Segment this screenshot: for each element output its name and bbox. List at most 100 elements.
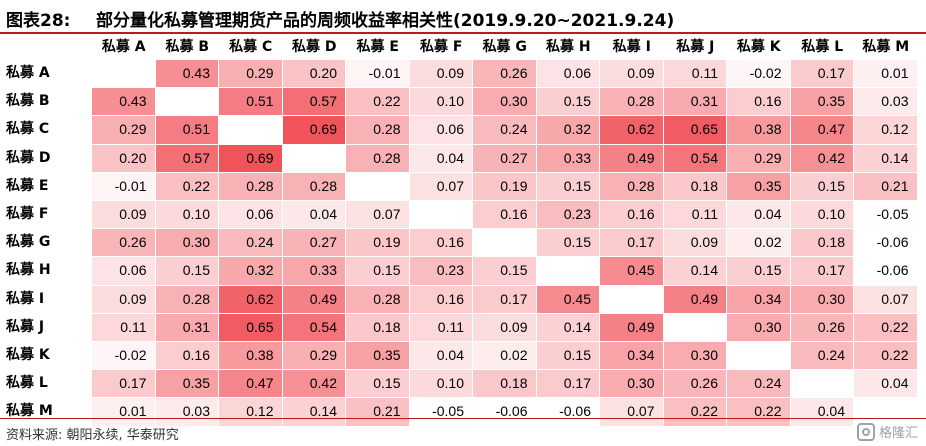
heatmap-cell: 0.09: [92, 201, 155, 229]
heatmap-cell: 0.01: [92, 398, 155, 426]
heatmap-cell: 0.28: [155, 285, 218, 313]
heatmap-cell: 0.04: [790, 398, 853, 426]
heatmap-cell: 0.15: [473, 257, 536, 285]
heatmap-cell: -0.06: [854, 229, 917, 257]
heatmap-cell: 0.47: [219, 370, 282, 398]
row-header: 私募 C: [6, 121, 50, 138]
heatmap-cell: 0.18: [790, 229, 853, 257]
heatmap-cell: 0.09: [409, 60, 472, 88]
heatmap-cell: -0.01: [92, 172, 155, 200]
heatmap-cell: 0.28: [219, 172, 282, 200]
column-header: 私募 M: [862, 39, 910, 55]
heatmap-cell: 0.12: [219, 398, 282, 426]
source-note: 资料来源: 朝阳永续, 华泰研究: [6, 428, 179, 443]
heatmap-cell: 0.12: [854, 116, 917, 144]
heatmap-cell: 0.49: [600, 144, 663, 172]
column-header: 私募 B: [165, 39, 210, 55]
heatmap-cell: [663, 313, 726, 341]
heatmap-cell: 0.14: [536, 313, 599, 341]
heatmap-cell: 0.43: [155, 60, 218, 88]
heatmap-cell: 0.15: [727, 257, 790, 285]
heatmap-cell: 0.16: [409, 229, 472, 257]
heatmap-cell: 0.20: [92, 144, 155, 172]
heatmap-cell: 0.24: [219, 229, 282, 257]
heatmap-cell: 0.03: [155, 398, 218, 426]
watermark-logo-icon: [856, 422, 875, 441]
heatmap-cell: 0.49: [600, 313, 663, 341]
heatmap-cell: 0.11: [663, 201, 726, 229]
heatmap-cell: 0.11: [663, 60, 726, 88]
column-header: 私募 I: [612, 39, 651, 55]
heatmap-cell: 0.30: [790, 285, 853, 313]
heatmap-cell: 0.14: [282, 398, 345, 426]
heatmap-cell: 0.07: [409, 172, 472, 200]
heatmap-cell: 0.30: [727, 313, 790, 341]
heatmap-cell: 0.15: [346, 257, 409, 285]
correlation-heatmap: 私募 A 私募 B 私募 C 私募 D 私募 E 私募 F 私募 G 私募 H 私募 I 私募 J…: [0, 36, 926, 426]
heatmap-cell: 0.14: [854, 144, 917, 172]
watermark: 格隆汇: [856, 422, 918, 441]
heatmap-cell: 0.21: [346, 398, 409, 426]
heatmap-cell: 0.26: [663, 370, 726, 398]
heatmap-cell: 0.33: [282, 257, 345, 285]
heatmap-cell: 0.06: [409, 116, 472, 144]
heatmap-cell: 0.69: [282, 116, 345, 144]
heatmap-cell: -0.05: [854, 201, 917, 229]
heatmap-cell: 0.35: [346, 342, 409, 370]
heatmap-cell: 0.16: [409, 285, 472, 313]
heatmap-cell: 0.23: [536, 201, 599, 229]
column-header: 私募 J: [676, 39, 715, 55]
heatmap-cell: 0.54: [663, 144, 726, 172]
heatmap-cell: 0.28: [346, 116, 409, 144]
heatmap-cell: 0.26: [92, 229, 155, 257]
heatmap-cell: 0.29: [92, 116, 155, 144]
heatmap-cell: 0.10: [155, 201, 218, 229]
heatmap-cell: [854, 398, 917, 426]
heatmap-cell: 0.20: [282, 60, 345, 88]
heatmap-cell: 0.30: [600, 370, 663, 398]
heatmap-cell: -0.05: [409, 398, 472, 426]
heatmap-cell: 0.17: [536, 370, 599, 398]
heatmap-cell: -0.01: [346, 60, 409, 88]
heatmap-cell: 0.30: [663, 342, 726, 370]
heatmap-cell: -0.02: [727, 60, 790, 88]
heatmap-cell: 0.35: [155, 370, 218, 398]
heatmap-cell: 0.45: [536, 285, 599, 313]
heatmap-cell: 0.11: [92, 313, 155, 341]
heatmap-cell: 0.04: [409, 144, 472, 172]
heatmap-cell: 0.22: [727, 398, 790, 426]
heatmap-cell: 0.35: [727, 172, 790, 200]
heatmap-cell: 0.01: [854, 60, 917, 88]
heatmap-cell: 0.34: [600, 342, 663, 370]
heatmap-cell: 0.07: [600, 398, 663, 426]
heatmap-cell: 0.19: [473, 172, 536, 200]
heatmap-cell: 0.09: [663, 229, 726, 257]
heatmap-cell: 0.24: [473, 116, 536, 144]
heatmap-cell: 0.16: [727, 88, 790, 116]
column-header: 私募 G: [482, 39, 527, 55]
heatmap-cell: 0.28: [600, 88, 663, 116]
heatmap-cell: 0.06: [536, 60, 599, 88]
row-header: 私募 M: [6, 403, 53, 420]
row-header: 私募 F: [6, 206, 49, 222]
row-header: 私募 D: [6, 149, 51, 166]
column-header: 私募 K: [736, 39, 781, 55]
heatmap-cell: 0.04: [854, 370, 917, 398]
heatmap-cell: [92, 60, 155, 88]
heatmap-cell: 0.10: [409, 370, 472, 398]
heatmap-cell: 0.09: [473, 313, 536, 341]
heatmap-cell: 0.47: [790, 116, 853, 144]
heatmap-cell: 0.21: [854, 172, 917, 200]
row-header: 私募 E: [6, 177, 49, 194]
heatmap-cell: 0.06: [219, 201, 282, 229]
heatmap-cell: 0.26: [473, 60, 536, 88]
row-header: 私募 G: [6, 234, 51, 251]
column-header: 私募 C: [229, 39, 273, 55]
heatmap-cell: 0.15: [346, 370, 409, 398]
heatmap-cell: 0.33: [536, 144, 599, 172]
heatmap-cell: 0.17: [790, 60, 853, 88]
heatmap-cell: 0.62: [219, 285, 282, 313]
heatmap-cell: 0.15: [536, 172, 599, 200]
column-header: 私募 L: [801, 39, 844, 55]
figure-label: 图表28:: [6, 11, 71, 31]
